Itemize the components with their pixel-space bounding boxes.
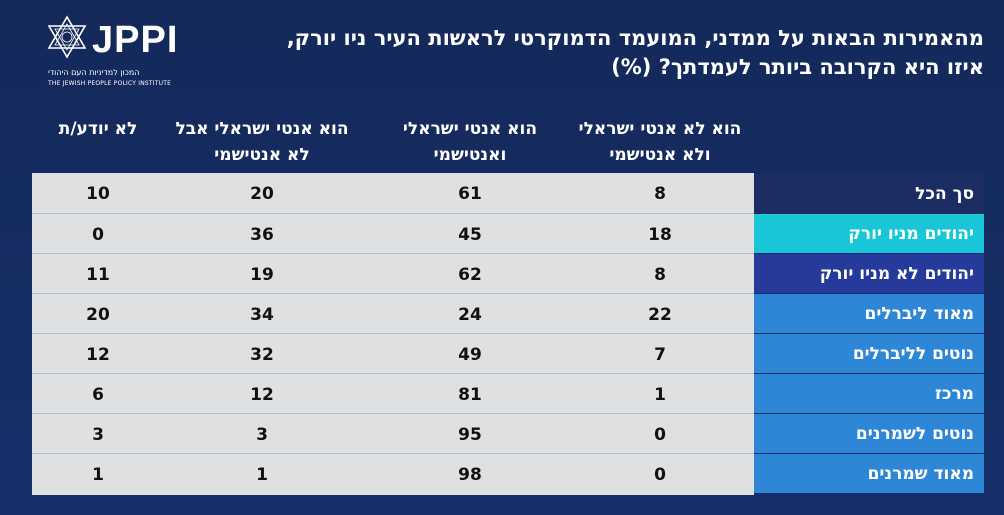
data-value-cell: 8 [654, 184, 666, 204]
data-value-cell: 19 [250, 265, 274, 285]
jppi-logo: JPPI המכון למדיניות העם היהודי THE JEWIS… [44, 14, 184, 94]
data-value-cell: 8 [654, 265, 666, 285]
data-value-cell: 98 [458, 465, 482, 485]
data-value-cell: 1 [654, 385, 666, 405]
column-headers: הוא לא אנטי ישראלי ולא אנטישמי הוא אנטי יש… [32, 108, 752, 174]
table-row: 1 81 12 6 [32, 373, 754, 413]
data-value-cell: 20 [250, 184, 274, 204]
data-value-cell: 7 [654, 345, 666, 365]
data-table: 8 61 20 10 18 45 36 0 8 62 19 11 22 24 34 20 7 49 32 12 1 81 1… [32, 173, 754, 495]
row-label: נוטים לשמרנים [754, 414, 984, 453]
data-value-cell: 0 [654, 465, 666, 485]
data-value-cell: 1 [92, 465, 104, 485]
column-header-line-2: ולא אנטישמי [609, 145, 711, 165]
data-value-cell: 3 [92, 425, 104, 445]
data-value-cell: 11 [86, 265, 110, 285]
data-value-cell: 34 [250, 305, 274, 325]
column-header-line-1: הוא אנטי ישראלי [402, 119, 538, 139]
data-value-cell: 36 [250, 225, 274, 245]
chart-title-line-1: מהאמירות הבאות על ממדני, המועמד הדמוקרטי… [286, 26, 984, 50]
chart-title-line-2: איזו היא הקרובה ביותר לעמדתך? (%) [611, 55, 984, 79]
row-label: מרכז [754, 374, 984, 413]
row-label: מאוד ליברלים [754, 294, 984, 333]
data-value-cell: 6 [92, 385, 104, 405]
data-value-cell: 32 [250, 345, 274, 365]
data-value-cell: 62 [458, 265, 482, 285]
data-value-cell: 3 [256, 425, 268, 445]
row-label: נוטים לליברלים [754, 334, 984, 373]
data-value-cell: 81 [458, 385, 482, 405]
column-header-line-1: לא יודע/ת [58, 119, 138, 139]
column-header-4: לא יודע/ת [38, 108, 158, 174]
data-value-cell: 10 [86, 184, 110, 204]
column-header-line-2: לא אנטישמי [214, 145, 310, 165]
table-row: 0 98 1 1 [32, 453, 754, 493]
chart-title: מהאמירות הבאות על ממדני, המועמד הדמוקרטי… [264, 24, 984, 82]
table-row: 7 49 32 12 [32, 333, 754, 373]
logo-subtitle-english: THE JEWISH PEOPLE POLICY INSTITUTE [48, 80, 172, 87]
table-row: 22 24 34 20 [32, 293, 754, 333]
row-labels: סך הכל יהודים מניו יורק יהודים לא מניו יור… [754, 173, 984, 495]
logo-wordmark: JPPI [92, 19, 179, 61]
data-value-cell: 20 [86, 305, 110, 325]
row-label: סך הכל [754, 174, 984, 213]
table-row: 0 95 3 3 [32, 413, 754, 453]
row-label: מאוד שמרנים [754, 454, 984, 493]
data-value-cell: 18 [648, 225, 672, 245]
row-label: יהודים לא מניו יורק [754, 254, 984, 293]
data-value-cell: 61 [458, 184, 482, 204]
data-value-cell: 22 [648, 305, 672, 325]
column-header-line-1: הוא לא אנטי ישראלי [578, 119, 742, 139]
data-value-cell: 49 [458, 345, 482, 365]
column-header-line-1: הוא אנטי ישראלי אבל [175, 119, 349, 139]
data-value-cell: 12 [250, 385, 274, 405]
column-header-line-2: ואנטישמי [433, 145, 507, 165]
logo-subtitle-hebrew: המכון למדיניות העם היהודי [48, 68, 140, 77]
table-row: 18 45 36 0 [32, 213, 754, 253]
table-row: 8 61 20 10 [32, 173, 754, 213]
data-value-cell: 12 [86, 345, 110, 365]
column-header-2: הוא אנטי ישראלי ואנטישמי [375, 108, 565, 174]
column-header-1: הוא לא אנטי ישראלי ולא אנטישמי [565, 108, 755, 174]
data-value-cell: 0 [654, 425, 666, 445]
data-value-cell: 1 [256, 465, 268, 485]
star-of-david-icon [47, 15, 87, 59]
row-label: יהודים מניו יורק [754, 214, 984, 253]
data-value-cell: 95 [458, 425, 482, 445]
data-value-cell: 24 [458, 305, 482, 325]
data-value-cell: 45 [458, 225, 482, 245]
data-value-cell: 0 [92, 225, 104, 245]
column-header-3: הוא אנטי ישראלי אבל לא אנטישמי [152, 108, 372, 174]
table-row: 8 62 19 11 [32, 253, 754, 293]
